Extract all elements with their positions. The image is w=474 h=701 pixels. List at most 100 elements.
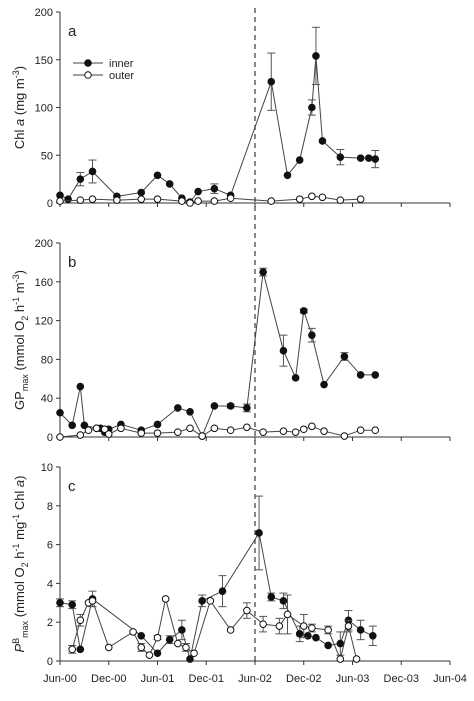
data-point-inner (295, 630, 304, 638)
data-point-inner (356, 154, 365, 162)
data-point-outer (137, 195, 146, 203)
data-point-outer (186, 199, 194, 207)
data-point-inner (267, 593, 276, 601)
data-point-outer (371, 426, 380, 435)
data-point-outer (308, 624, 316, 632)
data-point-outer (267, 197, 276, 205)
y-axis-label-part: max (20, 374, 30, 392)
data-point-outer (174, 639, 182, 648)
data-point-outer (226, 626, 235, 634)
data-point-outer (295, 195, 304, 203)
y-axis-label-part: (mg m (12, 78, 27, 118)
data-point-outer (186, 424, 194, 433)
data-point-outer (308, 192, 316, 201)
y-tick-label: 80 (41, 354, 53, 366)
data-point-outer (308, 422, 316, 431)
data-point-outer (356, 195, 365, 203)
data-point-inner (137, 631, 146, 640)
data-point-inner (336, 639, 345, 648)
y-tick-label: 6 (47, 540, 53, 552)
data-point-outer (299, 425, 308, 434)
x-tick-label: Jun-00 (43, 673, 77, 685)
data-point-outer (56, 433, 64, 441)
legend-label: outer (109, 70, 134, 82)
y-axis-label-part: Chl (12, 487, 27, 514)
data-point-outer (210, 424, 219, 433)
y-axis-label-part: -1 (11, 297, 21, 305)
legend-label: inner (109, 58, 134, 70)
x-tick-label: Jun-03 (336, 673, 370, 685)
data-point-outer (88, 195, 97, 203)
x-tick-label: Dec-02 (286, 673, 321, 685)
data-point-outer (320, 427, 328, 435)
series-line-inner (59, 271, 376, 438)
data-point-inner (371, 371, 380, 379)
legend-marker (84, 59, 92, 67)
y-axis-label: PB​max​ (mmol O2​ h-1​ mg-1​ Chl a) (11, 475, 30, 652)
data-point-outer (336, 196, 345, 204)
y-axis-label-part: P (12, 644, 27, 653)
data-point-outer (283, 610, 292, 619)
data-point-inner (371, 155, 380, 163)
y-tick-label: 0 (47, 656, 53, 668)
data-point-outer (243, 606, 251, 615)
data-point-inner (279, 346, 288, 355)
data-point-inner (76, 645, 85, 654)
data-point-outer (198, 432, 206, 440)
data-point-outer (275, 622, 284, 630)
y-axis-label-part: Chl (12, 126, 27, 149)
y-axis-label-part: max (20, 620, 30, 638)
data-point-inner (259, 268, 267, 276)
data-point-inner (218, 587, 227, 595)
y-axis-label-part: a (12, 480, 27, 487)
data-point-inner (308, 331, 316, 339)
data-point-outer (76, 616, 85, 625)
y-tick-label: 0 (47, 432, 53, 444)
x-tick-label: Dec-01 (189, 673, 224, 685)
data-point-outer (299, 622, 308, 630)
y-axis-label-part: -3 (11, 70, 21, 78)
data-point-outer (340, 432, 349, 440)
panel-letter: c (68, 478, 76, 495)
data-point-inner (210, 184, 219, 193)
data-point-inner (295, 156, 304, 164)
data-point-inner (165, 180, 174, 188)
data-point-inner (76, 382, 85, 391)
data-point-outer (194, 197, 202, 205)
data-point-outer (182, 643, 190, 652)
data-point-outer (76, 196, 85, 204)
data-point-inner (137, 188, 146, 197)
data-point-inner (291, 374, 300, 382)
data-point-inner (165, 635, 174, 644)
data-point-inner (88, 167, 97, 176)
data-point-inner (364, 154, 373, 162)
data-point-outer (226, 426, 235, 435)
y-axis-label-part: a (12, 119, 27, 126)
x-tick-label: Dec-03 (384, 673, 419, 685)
panel-letter: a (68, 23, 77, 40)
data-point-inner (68, 600, 76, 609)
y-axis-label-part: B (11, 638, 21, 644)
data-point-outer (137, 643, 146, 652)
data-point-inner (243, 404, 251, 412)
data-point-inner (186, 407, 194, 416)
y-tick-label: 10 (41, 462, 53, 474)
data-point-outer (76, 431, 85, 439)
y-axis-label-part: h (12, 552, 27, 563)
y-axis-label-part: ) (12, 475, 27, 479)
y-axis-label: Chl a (mg m-3​) (11, 66, 27, 149)
data-point-inner (198, 597, 206, 605)
data-point-outer (344, 622, 353, 630)
y-tick-label: 100 (35, 103, 53, 115)
data-point-outer (161, 595, 170, 603)
data-point-outer (318, 193, 327, 202)
y-axis-label-part: -3 (11, 274, 21, 282)
y-axis-label-part: mg (12, 522, 27, 544)
data-point-outer (259, 428, 267, 436)
y-axis-label-part: 2 (20, 316, 30, 321)
data-point-outer (226, 194, 235, 203)
y-tick-label: 160 (35, 277, 53, 289)
data-point-outer (352, 655, 361, 663)
y-axis-label-part: ) (12, 270, 27, 274)
